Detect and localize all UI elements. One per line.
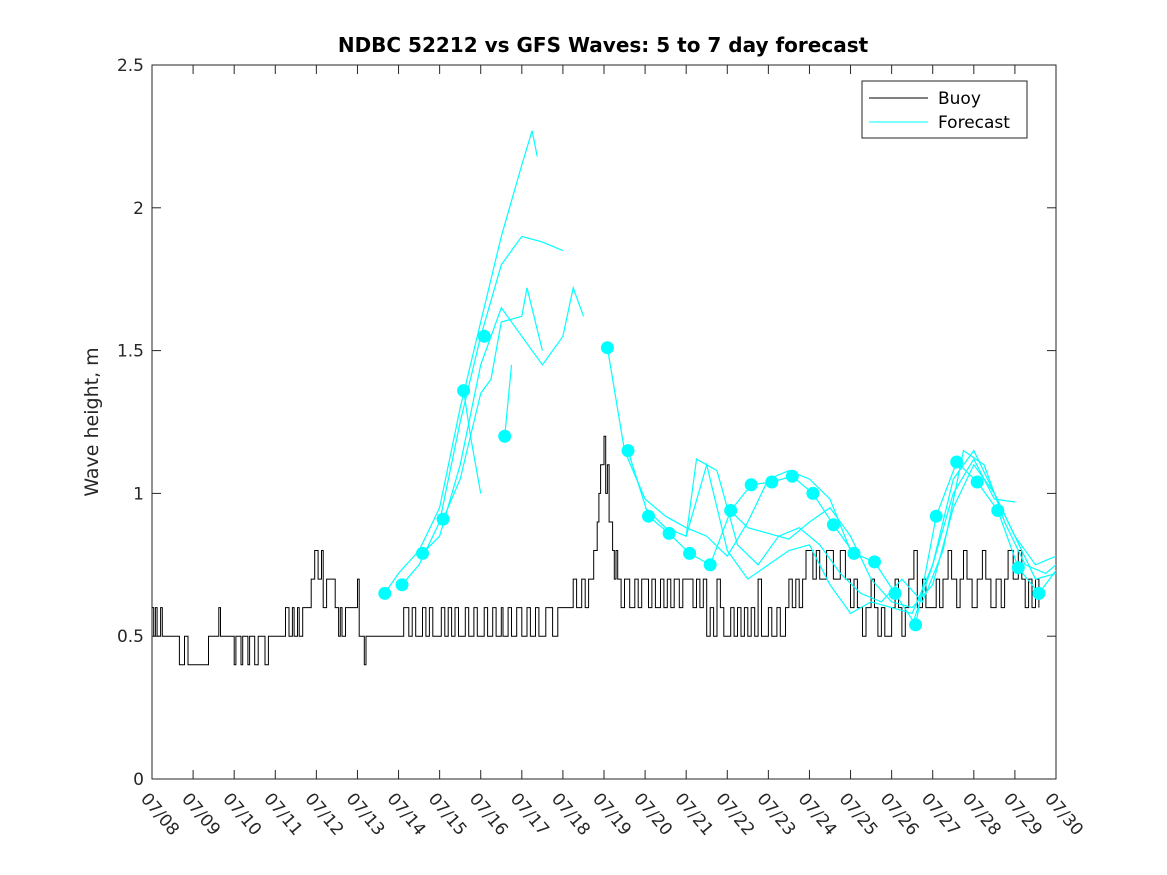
forecast-marker: [806, 486, 820, 500]
x-tick-label: 07/10: [218, 789, 265, 839]
x-tick-label: 07/09: [177, 789, 224, 839]
forecast-marker: [457, 384, 471, 398]
forecast-marker: [765, 475, 779, 489]
chart-title: NDBC 52212 vs GFS Waves: 5 to 7 day fore…: [338, 33, 869, 57]
x-tick-label: 07/12: [301, 789, 348, 839]
forecast-marker: [378, 586, 392, 600]
x-tick-label: 07/15: [424, 789, 471, 839]
y-tick-label: 1.5: [117, 342, 144, 362]
legend-buoy-label: Buoy: [938, 89, 981, 109]
y-tick-label: 2.5: [117, 56, 144, 76]
forecast-marker: [826, 518, 840, 532]
forecast-run-line: [504, 364, 513, 437]
x-tick-label: 07/25: [835, 789, 882, 839]
y-tick-label: 0: [133, 770, 144, 790]
forecast-marker: [683, 546, 697, 560]
forecast-marker: [744, 478, 758, 492]
x-tick-label: 07/23: [753, 789, 800, 839]
forecast-run-line: [911, 457, 1015, 625]
forecast-run-line: [384, 130, 538, 594]
forecast-marker: [600, 341, 614, 355]
buoy-series: [152, 435, 1040, 666]
y-axis-tick-labels: 0 0.5 1 1.5 2 2.5: [117, 56, 144, 790]
forecast-run-line: [606, 347, 852, 558]
y-tick-label: 2: [133, 199, 144, 219]
x-tick-label: 07/08: [136, 789, 183, 839]
x-tick-label: 07/14: [383, 789, 430, 839]
x-axis-tick-labels: 07/0807/0907/1007/1107/1207/1307/1407/15…: [136, 789, 1087, 839]
forecast-run-line: [442, 287, 543, 520]
x-tick-label: 07/28: [958, 789, 1005, 839]
y-axis-label: Wave height, m: [81, 347, 103, 496]
y-tick-label: 0.5: [117, 627, 144, 647]
forecast-marker: [847, 546, 861, 560]
legend-forecast-label: Forecast: [938, 113, 1010, 133]
x-tick-label: 07/17: [506, 789, 553, 839]
x-tick-label: 07/18: [547, 789, 594, 839]
x-tick-label: 07/21: [670, 789, 717, 839]
forecast-marker: [1032, 586, 1046, 600]
forecast-marker: [888, 586, 902, 600]
forecast-marker: [950, 455, 964, 469]
forecast-marker: [703, 558, 717, 572]
x-tick-label: 07/19: [588, 789, 635, 839]
plot-frame: [151, 64, 1057, 780]
x-tick-label: 07/13: [342, 789, 389, 839]
forecast-marker: [909, 618, 923, 632]
x-tick-label: 07/30: [1040, 789, 1087, 839]
x-tick-label: 07/11: [259, 789, 306, 839]
x-tick-label: 07/20: [629, 789, 676, 839]
forecast-marker: [868, 555, 881, 569]
forecast-marker: [929, 509, 943, 523]
forecast-marker: [395, 578, 409, 592]
forecast-marker: [416, 546, 429, 560]
forecast-marker: [621, 444, 635, 458]
forecast-marker: [1011, 561, 1025, 575]
buoy-line: [152, 435, 1040, 666]
forecast-marker: [724, 504, 738, 517]
x-tick-label: 07/29: [999, 789, 1046, 839]
plot-area: [151, 64, 1057, 780]
axis-ticks: [151, 64, 1057, 780]
x-tick-label: 07/26: [876, 789, 923, 839]
forecast-run-line: [463, 390, 482, 494]
forecast-marker: [785, 469, 799, 483]
legend-box: [861, 80, 1028, 139]
forecast-run-line: [422, 285, 585, 554]
forecast-marker: [498, 429, 512, 443]
forecast-marker: [970, 475, 984, 489]
x-tick-label: 07/27: [917, 789, 964, 839]
forecast-marker: [436, 512, 450, 526]
x-tick-label: 07/24: [794, 789, 841, 839]
x-tick-label: 07/22: [711, 789, 758, 839]
y-tick-label: 1: [133, 484, 144, 504]
forecast-marker: [477, 329, 491, 343]
x-tick-label: 07/16: [465, 789, 512, 839]
forecast-marker: [991, 504, 1005, 517]
legend: Buoy Forecast: [861, 80, 1028, 139]
forecast-marker: [642, 509, 655, 523]
forecast-marker: [662, 526, 676, 540]
forecast-markers: [378, 329, 1046, 632]
forecast-run-line: [627, 450, 1057, 627]
